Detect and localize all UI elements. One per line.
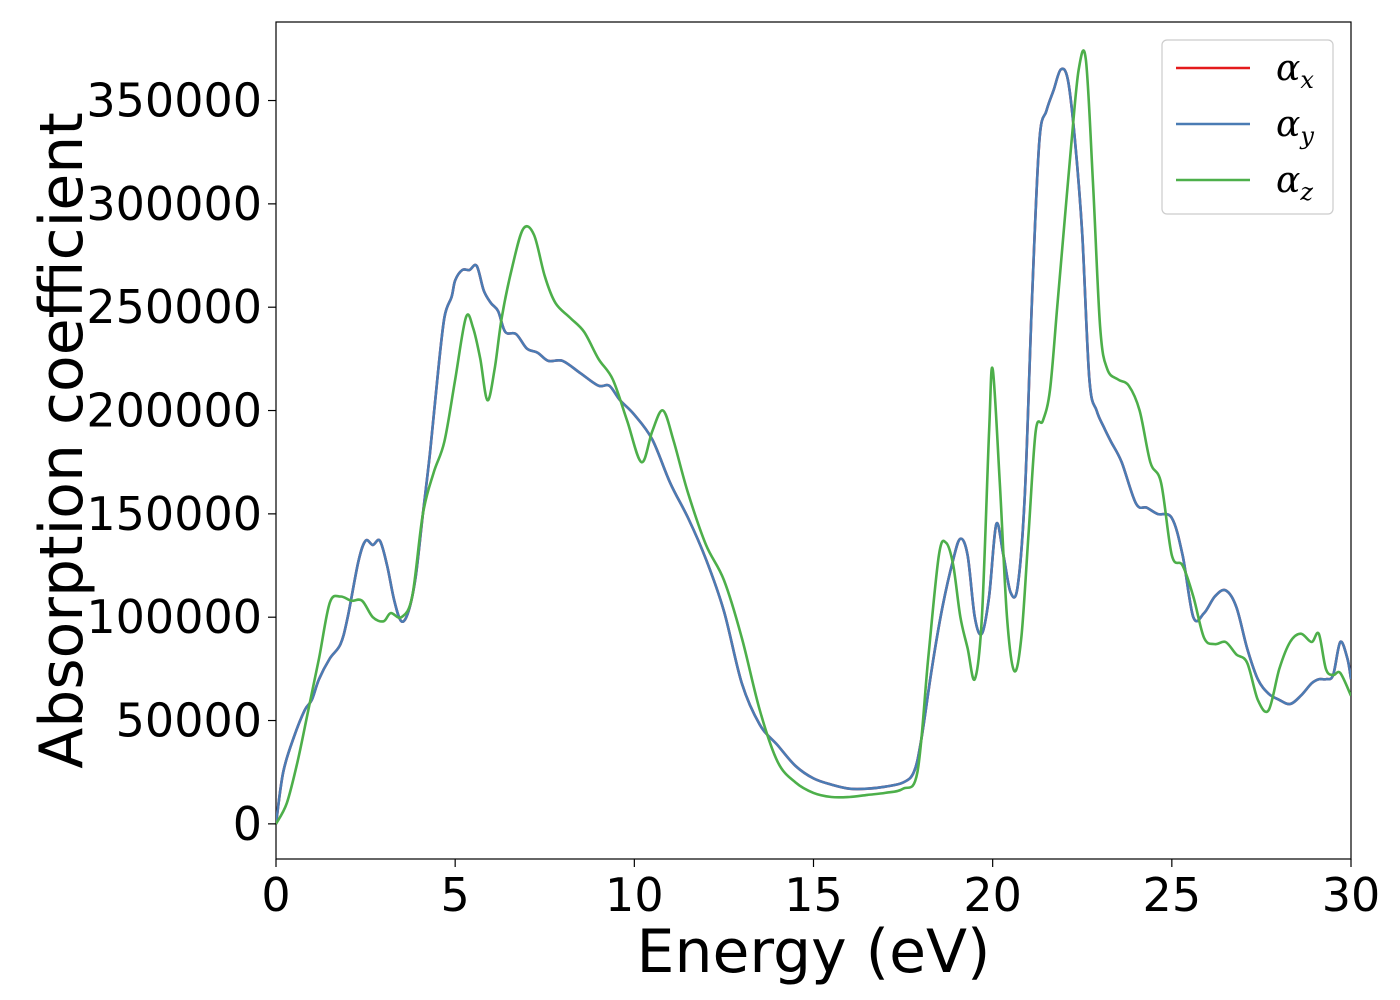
y-tick-label: 100000 — [86, 590, 262, 644]
legend-subscript: y — [1299, 122, 1314, 150]
legend-label-alpha-x: αx — [1276, 48, 1314, 94]
y-tick-label: 350000 — [86, 74, 262, 128]
legend-label-alpha-z: αz — [1276, 160, 1313, 206]
ticks: 0 5 10 15 20 25 30 0 50000 100000 150000 200000 2500… — [86, 74, 1380, 922]
y-tick-label: 0 — [233, 797, 262, 851]
legend-subscript: z — [1299, 178, 1313, 206]
y-tick-label: 300000 — [86, 177, 262, 231]
x-tick-label: 25 — [1143, 868, 1202, 922]
y-tick-label: 200000 — [86, 384, 262, 438]
x-tick-label: 30 — [1322, 868, 1381, 922]
x-tick-label: 15 — [784, 868, 843, 922]
series-line-alpha-z — [276, 49, 1351, 825]
x-tick-label: 20 — [963, 868, 1022, 922]
series-lines — [276, 49, 1351, 825]
legend-label-alpha-y: αy — [1276, 104, 1314, 150]
legend-box — [1161, 39, 1334, 215]
y-axis-title: Absorption coefficient — [27, 112, 97, 769]
x-tick-label: 5 — [441, 868, 470, 922]
legend-symbol: α — [1276, 104, 1300, 145]
x-axis-title: Energy (eV) — [637, 917, 991, 987]
x-tick-label: 10 — [605, 868, 664, 922]
legend-subscript: x — [1300, 66, 1314, 94]
legend-symbol: α — [1276, 160, 1300, 201]
legend-symbol: α — [1276, 48, 1300, 89]
y-tick-label: 50000 — [116, 694, 262, 748]
x-tick-label: 0 — [261, 868, 290, 922]
y-tick-label: 150000 — [86, 487, 262, 541]
y-tick-label: 250000 — [86, 280, 262, 334]
